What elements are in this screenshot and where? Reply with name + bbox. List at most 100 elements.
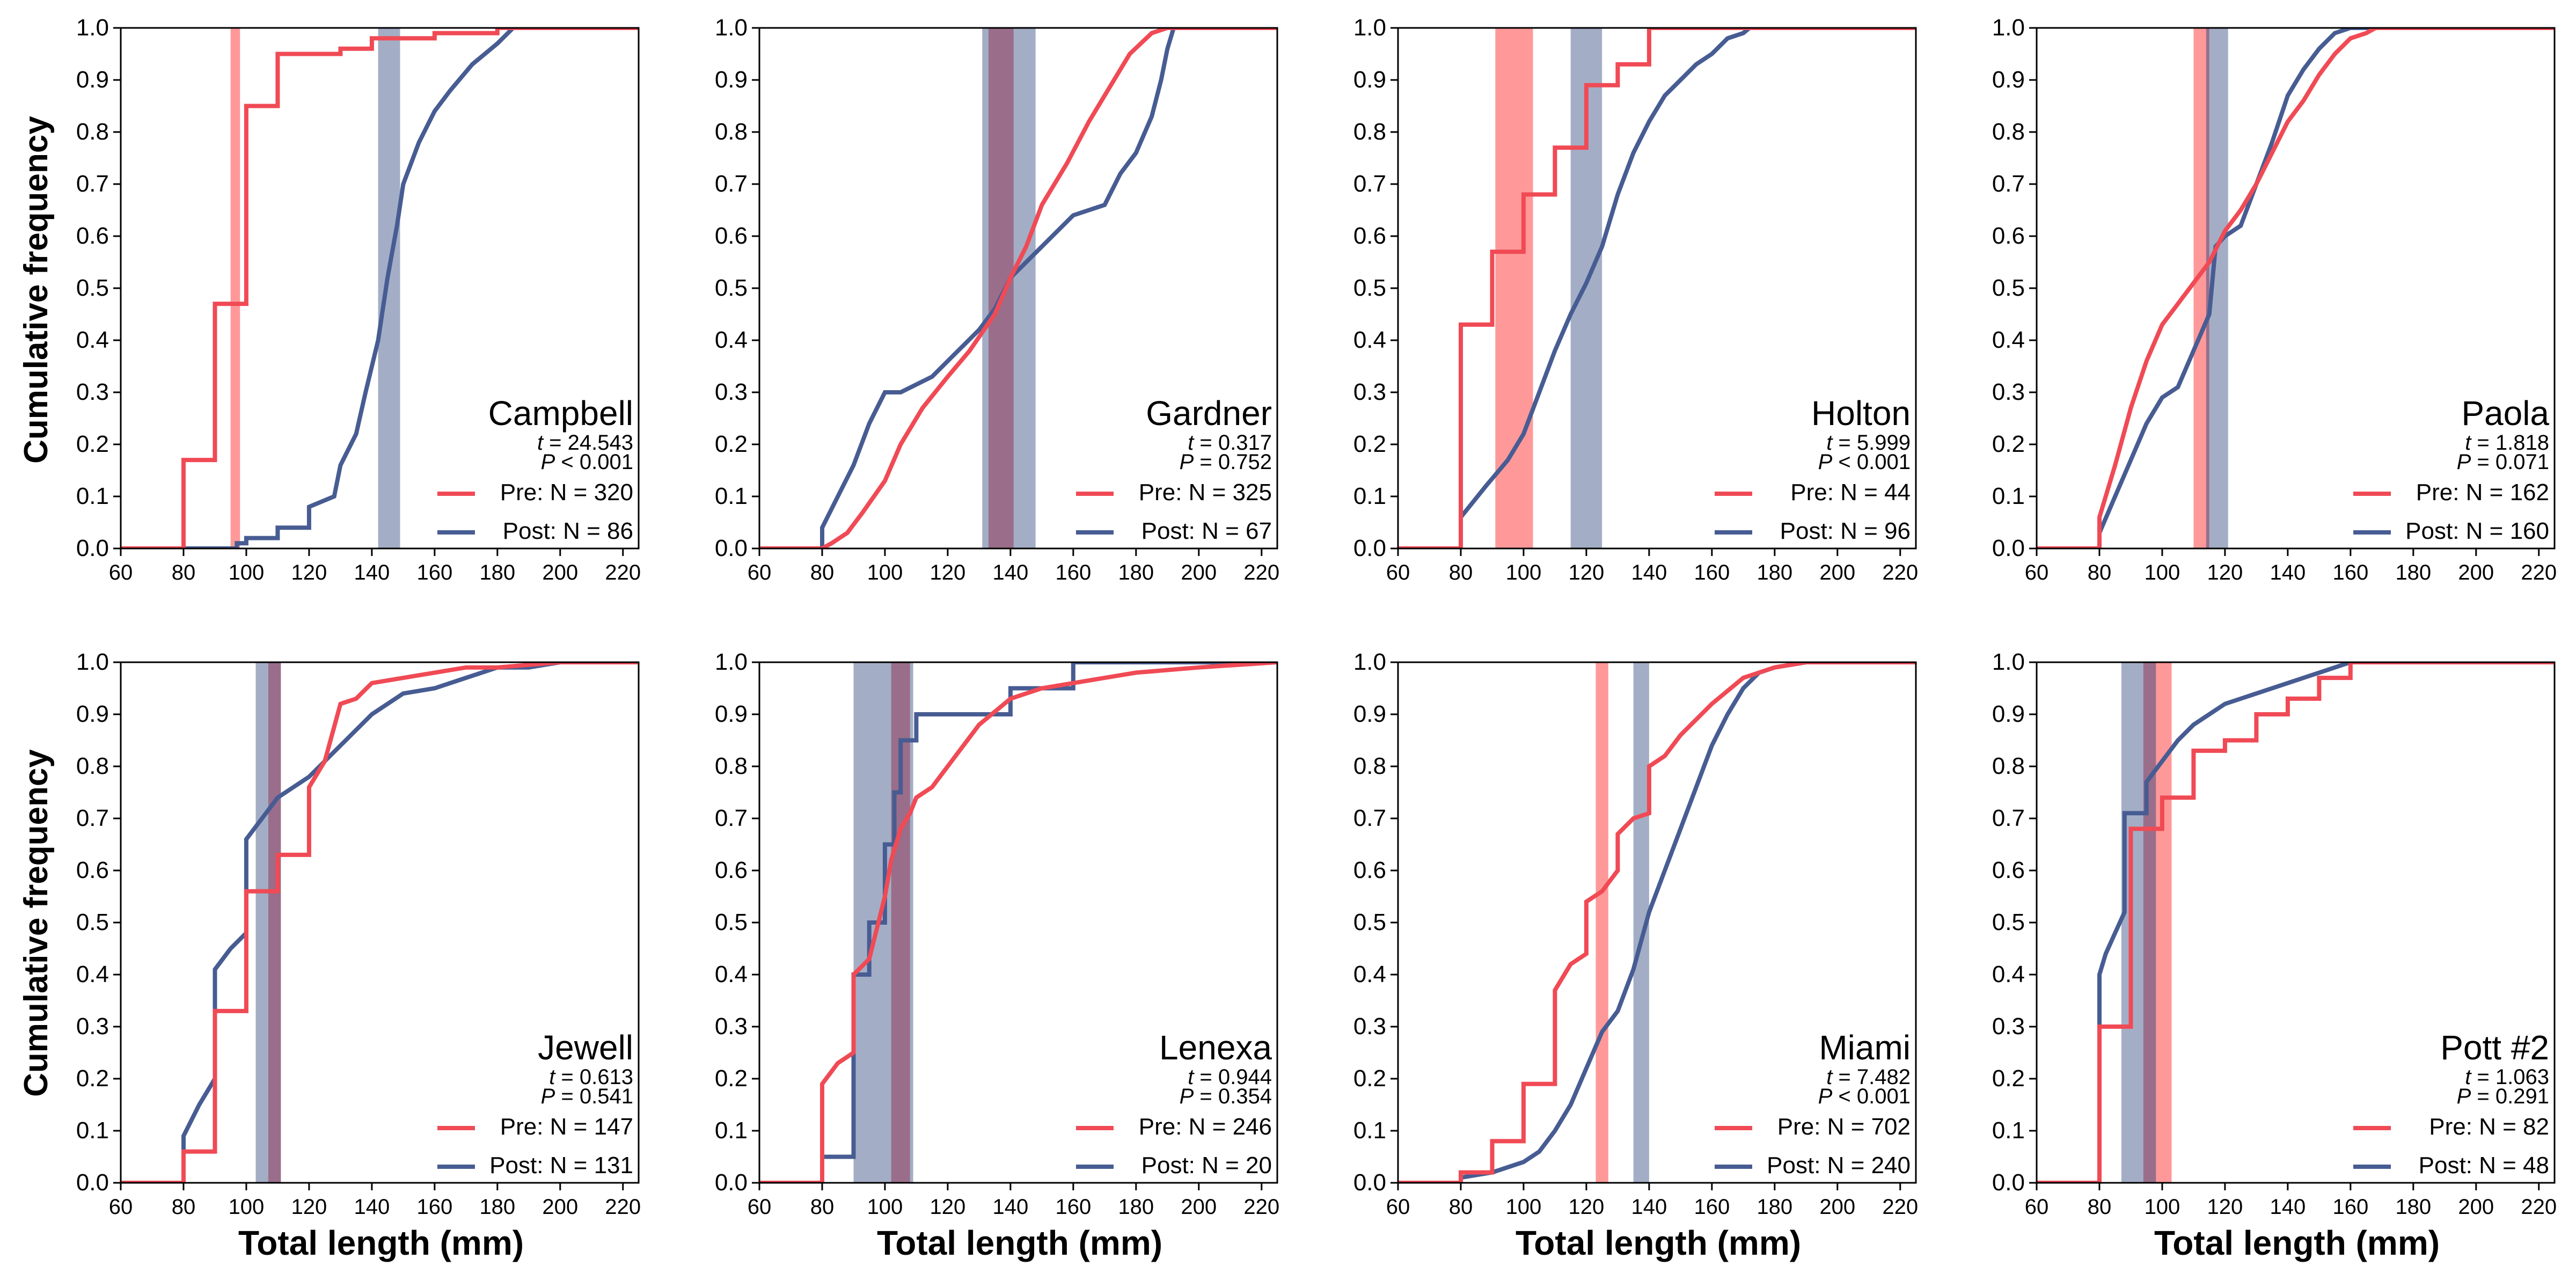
p-value: P = 0.291 — [2457, 1085, 2549, 1108]
x-tick-label: 220 — [1882, 1195, 1918, 1219]
y-tick-label: 0.2 — [1992, 431, 2025, 457]
x-tick-label: 100 — [867, 1195, 903, 1219]
x-tick-label: 100 — [229, 1195, 265, 1219]
x-tick-label: 80 — [1449, 561, 1473, 584]
post-series-line — [2037, 662, 2555, 1183]
legend-label-post: Post: N = 86 — [503, 518, 633, 544]
overlap-band — [2206, 28, 2209, 548]
x-tick-label: 160 — [2332, 561, 2368, 584]
post-series-line — [121, 28, 639, 548]
x-tick-label: 140 — [993, 1195, 1029, 1219]
x-tick-label: 60 — [1386, 561, 1410, 584]
x-tick-label: 60 — [1386, 1195, 1410, 1219]
y-tick-label: 0.8 — [1992, 119, 2025, 145]
chart-panel: 60 80 100 120 140 160 180 200 220 0.0 0.1 0.2 0.3 0.4… — [76, 14, 641, 584]
y-tick-label: 0.6 — [1353, 857, 1386, 883]
y-tick-label: 0.6 — [76, 223, 109, 249]
x-tick-label: 120 — [2207, 1195, 2243, 1219]
y-tick-label: 0.1 — [715, 483, 748, 509]
x-tick-label: 200 — [542, 1195, 578, 1219]
x-tick-label: 80 — [2088, 1195, 2112, 1219]
y-tick-label: 0.7 — [1992, 805, 2025, 831]
x-axis-label-2: Total length (mm) — [877, 1224, 1162, 1262]
x-tick-label: 220 — [605, 561, 641, 584]
pre-band — [1596, 662, 1608, 1183]
y-tick-label: 0.5 — [715, 909, 748, 935]
x-tick-label: 180 — [1118, 1195, 1154, 1219]
pre-series-line — [2037, 662, 2555, 1183]
y-tick-label: 0.8 — [1992, 753, 2025, 779]
y-tick-label: 0.9 — [1992, 701, 2025, 727]
y-tick-label: 0.7 — [76, 805, 109, 831]
chart-panel: 60 80 100 120 140 160 180 200 220 0.0 0.1 0.2 0.3 0.4… — [1992, 14, 2557, 584]
legend-label-pre: Pre: N = 702 — [1777, 1114, 1911, 1140]
y-tick-label: 0.2 — [715, 1065, 748, 1092]
y-tick-label: 0.2 — [1353, 1065, 1386, 1092]
legend-label-post: Post: N = 96 — [1780, 518, 1911, 544]
x-tick-label: 200 — [1819, 561, 1855, 584]
x-tick-label: 120 — [291, 1195, 327, 1219]
y-tick-label: 0.6 — [1992, 857, 2025, 883]
x-tick-label: 160 — [1055, 561, 1091, 584]
y-tick-label: 0.3 — [76, 379, 109, 405]
x-tick-label: 220 — [605, 1195, 641, 1219]
x-tick-label: 60 — [109, 561, 133, 584]
x-tick-label: 60 — [748, 561, 772, 584]
t-statistic: t = 24.543 — [537, 431, 633, 455]
y-tick-label: 0.6 — [1353, 223, 1386, 249]
y-tick-label: 1.0 — [1992, 14, 2025, 41]
legend-label-pre: Pre: N = 162 — [2416, 479, 2549, 506]
y-tick-label: 0.7 — [715, 171, 748, 197]
y-tick-label: 0.0 — [1992, 1169, 2025, 1196]
y-tick-label: 0.3 — [1992, 379, 2025, 405]
y-tick-label: 0.8 — [1353, 753, 1386, 779]
legend-label-post: Post: N = 20 — [1141, 1152, 1272, 1179]
y-tick-label: 0.9 — [1353, 67, 1386, 93]
x-tick-label: 220 — [1243, 561, 1279, 584]
y-tick-label: 1.0 — [1353, 14, 1386, 41]
p-value: P = 0.071 — [2457, 450, 2549, 474]
x-tick-label: 100 — [2145, 561, 2180, 584]
y-tick-label: 0.8 — [1353, 119, 1386, 145]
y-tick-label: 0.4 — [1992, 961, 2025, 987]
y-tick-label: 1.0 — [1353, 649, 1386, 675]
t-statistic: t = 5.999 — [1826, 431, 1911, 455]
y-tick-label: 0.2 — [1353, 431, 1386, 457]
pre-series-line — [1398, 28, 1916, 548]
legend-label-pre: Pre: N = 44 — [1790, 479, 1911, 506]
x-tick-label: 140 — [2270, 1195, 2306, 1219]
x-tick-label: 80 — [810, 561, 835, 584]
y-tick-label: 0.4 — [76, 961, 109, 987]
p-value: P = 0.541 — [541, 1085, 633, 1108]
pre-series-line — [2037, 28, 2555, 548]
chart-panel: 60 80 100 120 140 160 180 200 220 0.0 0.1 0.2 0.3 0.4… — [1353, 649, 1918, 1219]
y-tick-label: 0.0 — [1992, 535, 2025, 561]
x-tick-label: 100 — [1506, 1195, 1542, 1219]
y-tick-label: 0.1 — [76, 1117, 109, 1144]
x-tick-label: 120 — [930, 1195, 966, 1219]
y-tick-label: 0.2 — [715, 431, 748, 457]
y-tick-label: 0.4 — [1353, 961, 1386, 987]
x-tick-label: 120 — [2207, 561, 2243, 584]
post-series-line — [1398, 662, 1916, 1183]
x-tick-label: 160 — [1055, 1195, 1091, 1219]
legend-label-post: Post: N = 160 — [2405, 518, 2549, 544]
y-tick-label: 0.7 — [1353, 805, 1386, 831]
y-tick-label: 0.5 — [715, 275, 748, 301]
x-tick-label: 100 — [1506, 561, 1542, 584]
y-tick-label: 0.0 — [1353, 1169, 1386, 1196]
site-name: Gardner — [1146, 394, 1272, 433]
y-axis-label-top: Cumulative frequency — [18, 116, 55, 464]
x-tick-label: 140 — [993, 561, 1029, 584]
pre-series-line — [759, 662, 1277, 1183]
site-name: Jewell — [538, 1028, 633, 1067]
y-tick-label: 0.4 — [715, 327, 748, 353]
x-tick-label: 200 — [1181, 1195, 1217, 1219]
x-tick-label: 200 — [1819, 1195, 1855, 1219]
x-tick-label: 60 — [2025, 561, 2049, 584]
x-tick-label: 120 — [1569, 1195, 1605, 1219]
chart-panel: 60 80 100 120 140 160 180 200 220 0.0 0.1 0.2 0.3 0.4… — [715, 649, 1279, 1219]
x-tick-label: 200 — [1181, 561, 1217, 584]
x-tick-label: 160 — [1694, 1195, 1730, 1219]
x-tick-label: 180 — [1757, 561, 1792, 584]
